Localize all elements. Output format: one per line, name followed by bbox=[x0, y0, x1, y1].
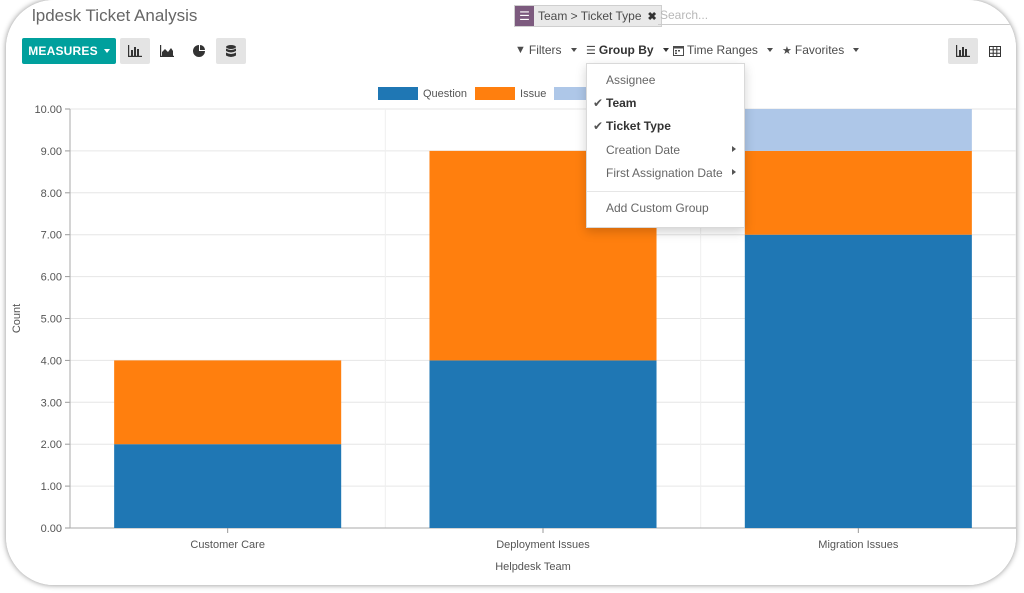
bar-chart-button[interactable] bbox=[120, 38, 150, 64]
caret-right-icon bbox=[732, 169, 736, 175]
list-icon: ☰ bbox=[515, 6, 534, 26]
legend-swatch bbox=[554, 87, 595, 100]
x-tick-label: Migration Issues bbox=[818, 539, 899, 551]
stacked-toggle-button[interactable] bbox=[216, 38, 246, 64]
time-ranges-label: Time Ranges bbox=[687, 43, 758, 57]
y-tick-label: 2.00 bbox=[41, 439, 62, 451]
caret-down-icon bbox=[766, 48, 773, 52]
chart-legend: Question Issue bbox=[378, 87, 607, 100]
groupby-item-label: Assignee bbox=[606, 73, 656, 87]
bar-segment bbox=[744, 234, 972, 528]
check-icon: ✔ bbox=[593, 119, 604, 133]
facet-label: Team > Ticket Type bbox=[538, 9, 642, 23]
x-tick-label: Customer Care bbox=[190, 539, 265, 551]
groupby-item-label: First Assignation Date bbox=[606, 166, 723, 180]
pie-chart-icon bbox=[193, 45, 205, 57]
y-axis-label: Count bbox=[11, 304, 23, 333]
caret-down-icon bbox=[103, 49, 110, 53]
legend-label: Issue bbox=[520, 87, 547, 100]
check-icon: ✔ bbox=[593, 96, 604, 110]
groupby-menu: Assignee ✔ Team ✔ Ticket Type Creation D… bbox=[586, 63, 745, 228]
legend-label: Question bbox=[423, 87, 468, 100]
caret-down-icon bbox=[853, 48, 860, 52]
legend-item[interactable]: Question bbox=[378, 87, 467, 100]
caret-down-icon bbox=[662, 48, 669, 52]
filters-dropdown[interactable]: ▼ Filters bbox=[515, 43, 577, 57]
caret-down-icon bbox=[570, 48, 577, 52]
bar-segment bbox=[429, 360, 657, 528]
legend-swatch bbox=[378, 87, 418, 100]
bar-chart-icon bbox=[128, 45, 142, 57]
search-input[interactable] bbox=[658, 6, 1010, 25]
y-tick-label: 8.00 bbox=[41, 188, 62, 200]
favorites-dropdown[interactable]: ★ Favorites bbox=[782, 43, 860, 57]
y-tick-label: 0.00 bbox=[41, 523, 62, 535]
database-stack-icon bbox=[226, 44, 236, 57]
filters-label: Filters bbox=[528, 43, 562, 57]
bar-chart: 0.00 1.00 2.00 3.00 4.00 5.00 6.00 7.00 8.00 9.00… bbox=[11, 104, 1016, 573]
close-icon[interactable]: ✖ bbox=[647, 10, 657, 23]
bar-segment bbox=[114, 444, 342, 528]
graph-view-icon bbox=[956, 45, 970, 57]
y-tick-label: 3.00 bbox=[41, 397, 62, 409]
calendar-icon bbox=[673, 45, 684, 56]
bar-segment bbox=[114, 360, 342, 445]
y-tick-label: 10.00 bbox=[34, 104, 62, 116]
graph-view-button[interactable] bbox=[948, 38, 978, 64]
groupby-item-label: Creation Date bbox=[606, 143, 681, 157]
line-chart-button[interactable] bbox=[152, 38, 182, 64]
x-axis-label: Helpdesk Team bbox=[495, 561, 571, 573]
page-title: lpdesk Ticket Analysis bbox=[32, 6, 198, 25]
groupby-item-label: Ticket Type bbox=[606, 119, 671, 133]
y-tick-label: 1.00 bbox=[41, 481, 62, 493]
pivot-view-button[interactable] bbox=[980, 38, 1010, 64]
bars-icon: ☰ bbox=[586, 44, 596, 57]
filter-icon: ▼ bbox=[515, 44, 526, 56]
x-tick-label: Deployment Issues bbox=[496, 539, 590, 551]
measures-label: MEASURES bbox=[28, 44, 98, 58]
favorites-label: Favorites bbox=[794, 43, 845, 57]
legend-item[interactable]: Issue bbox=[475, 87, 546, 100]
menu-divider bbox=[587, 191, 744, 192]
y-tick-label: 9.00 bbox=[41, 146, 62, 158]
pie-chart-button[interactable] bbox=[184, 38, 214, 64]
legend-item[interactable] bbox=[554, 87, 599, 100]
y-tick-label: 4.00 bbox=[41, 355, 62, 367]
y-tick-label: 5.00 bbox=[41, 314, 62, 326]
groupby-item-label: Team bbox=[606, 96, 637, 110]
measures-button[interactable]: MEASURES bbox=[22, 38, 116, 64]
caret-right-icon bbox=[732, 146, 736, 152]
legend-swatch bbox=[475, 87, 516, 100]
groupby-label: Group By bbox=[598, 43, 654, 57]
bar-segment bbox=[744, 150, 972, 235]
add-custom-group-label: Add Custom Group bbox=[606, 201, 709, 215]
y-tick-label: 7.00 bbox=[41, 230, 62, 242]
bar-segment bbox=[744, 109, 972, 151]
control-panel: lpdesk Ticket Analysis ☰ Team > Ticket T… bbox=[6, 0, 1016, 70]
pivot-view-icon bbox=[989, 45, 1001, 57]
area-chart-icon bbox=[160, 45, 174, 57]
app-window: lpdesk Ticket Analysis ☰ Team > Ticket T… bbox=[6, 0, 1016, 585]
groupby-dropdown[interactable]: ☰ Group By bbox=[586, 43, 669, 57]
y-tick-label: 6.00 bbox=[41, 272, 62, 284]
time-ranges-dropdown[interactable]: Time Ranges bbox=[673, 43, 773, 57]
search-facet[interactable]: ☰ Team > Ticket Type ✖ bbox=[514, 5, 662, 27]
star-icon: ★ bbox=[782, 44, 792, 57]
chart-container: Question Issue 0.00 1.00 2.00 3.00 4.00 5.00 6… bbox=[6, 70, 1016, 585]
